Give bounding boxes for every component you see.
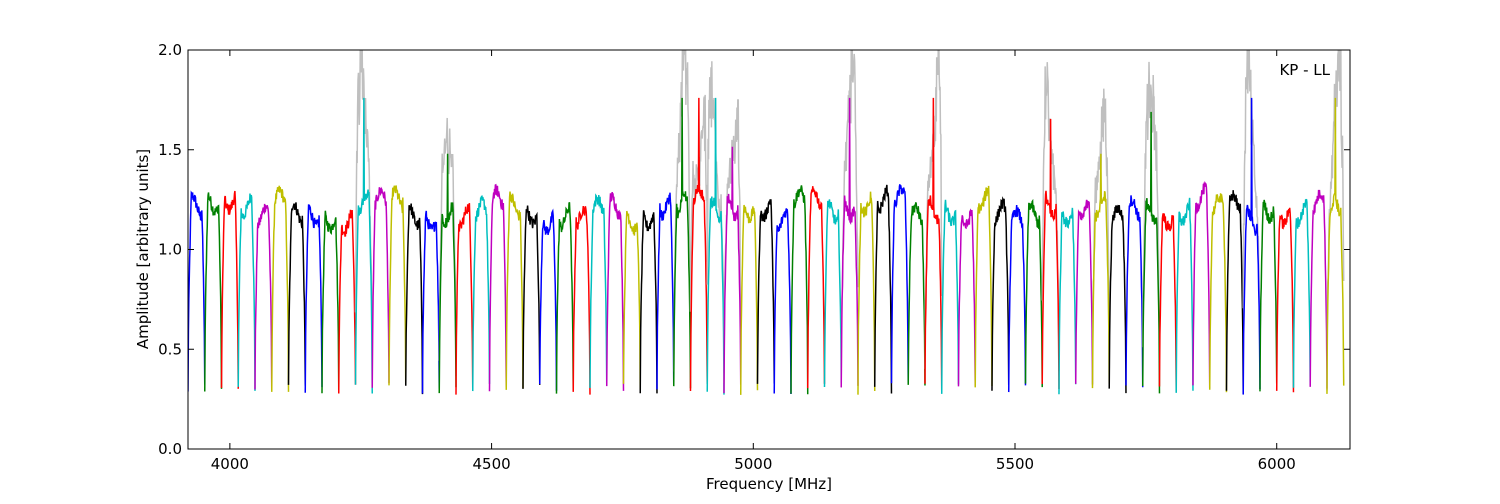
channel-series [890, 184, 909, 384]
channel-series [790, 185, 809, 395]
channel-series [1208, 193, 1228, 393]
channel-series [488, 183, 507, 392]
channel-series [857, 191, 876, 395]
channel-series [723, 146, 742, 394]
channel-series [639, 210, 658, 394]
channel-series [991, 196, 1010, 391]
channel-series [1242, 97, 1261, 395]
channel-series [924, 97, 943, 391]
y-axis-label: Amplitude [arbitrary units] [134, 149, 152, 349]
channel-series [203, 192, 223, 392]
x-tick-label: 5500 [996, 455, 1034, 473]
channel-series [505, 191, 524, 390]
channel-series [237, 193, 256, 391]
channel-series [555, 202, 574, 394]
channel-series [354, 97, 373, 394]
channel-series [1074, 199, 1094, 385]
y-tick-label: 1.0 [158, 241, 182, 259]
channel-series [1058, 207, 1077, 395]
raw-spectrum-series [672, 50, 692, 372]
channel-series [739, 204, 759, 395]
channel-series [1275, 207, 1295, 393]
channel-series [806, 186, 826, 389]
channel-series [304, 204, 323, 393]
channel-series [706, 97, 725, 395]
channel-series [689, 97, 708, 391]
channel-series [1175, 197, 1194, 393]
channel-series [1108, 204, 1127, 394]
raw-spectrum-series [354, 50, 373, 382]
channel-series [823, 199, 842, 387]
y-tick-label: 0.5 [158, 340, 182, 358]
channel-series [1309, 189, 1328, 389]
channel-series [873, 184, 893, 394]
y-tick-label: 2.0 [158, 41, 182, 59]
channel-series [957, 208, 976, 387]
channel-series [1225, 190, 1244, 395]
channel-series [270, 185, 290, 392]
raw-spectrum-series [438, 117, 457, 377]
channel-series [388, 185, 407, 386]
raw-spectrum-series [1141, 61, 1161, 371]
y-axis: 0.0 0.5 1.0 1.5 2.0 [158, 41, 1350, 458]
channel-series [287, 202, 306, 386]
y-tick-label: 1.5 [158, 141, 182, 159]
channel-series [656, 192, 675, 390]
channel-series [940, 199, 960, 394]
channel-series [605, 191, 625, 391]
x-tick-label: 4500 [472, 455, 510, 473]
channel-series [471, 195, 491, 392]
y-tick-label: 0.0 [158, 440, 182, 458]
channel-series [773, 208, 792, 395]
channel-series [404, 203, 424, 395]
channel-series [1192, 180, 1211, 388]
channel-series [672, 97, 692, 389]
channel-series [188, 190, 206, 392]
channel-series [1158, 213, 1177, 392]
channel-series [1041, 118, 1060, 390]
annotation-label: KP - LL [1279, 61, 1330, 79]
channel-series [622, 210, 641, 390]
channel-series [254, 203, 273, 391]
channel-series [455, 202, 474, 395]
channel-series [1259, 199, 1278, 392]
channel-series [1326, 97, 1345, 394]
x-tick-label: 6000 [1258, 455, 1296, 473]
channel-series [538, 208, 558, 391]
channel-series [371, 186, 390, 388]
channel-series [337, 209, 357, 394]
channel-series [321, 210, 340, 394]
channel-series [589, 193, 608, 388]
x-tick-label: 5000 [734, 455, 772, 473]
x-tick-label: 4000 [211, 455, 249, 473]
channel-series [756, 199, 775, 384]
channel-series [522, 205, 541, 389]
channel-series [840, 97, 859, 388]
channel-series [974, 185, 993, 388]
channel-series [907, 202, 926, 386]
x-axis: 4000 4500 5000 5500 6000 [211, 50, 1296, 473]
channel-series [1024, 198, 1043, 388]
channel-series [421, 210, 440, 394]
channel-series [1141, 111, 1161, 394]
channel-series [1007, 205, 1027, 393]
channel-series [220, 190, 239, 389]
channel-series [1091, 153, 1110, 389]
channel-series [1292, 198, 1311, 388]
channel-series [572, 206, 591, 395]
x-axis-label: Frequency [MHz] [706, 475, 832, 493]
channel-series [1125, 195, 1144, 388]
series-layer [188, 50, 1345, 395]
channel-series [438, 153, 457, 394]
